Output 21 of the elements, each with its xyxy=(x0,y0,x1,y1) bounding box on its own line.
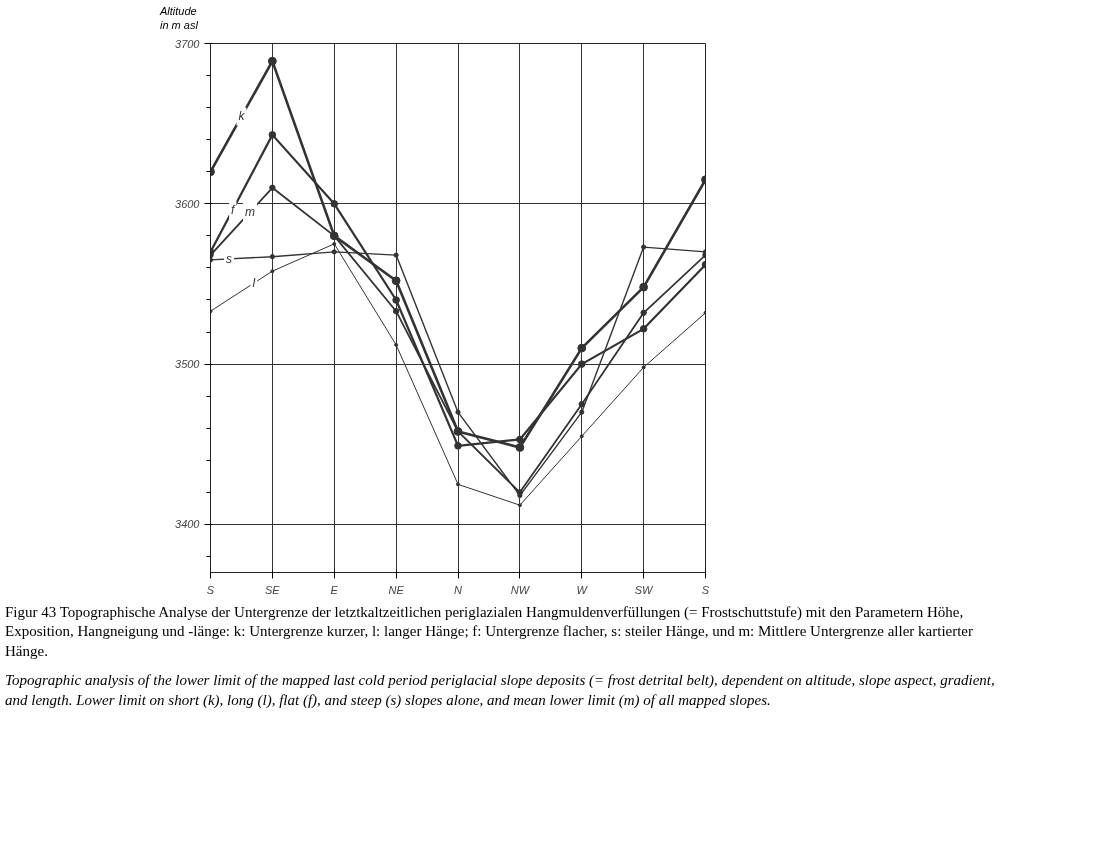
series-label: l xyxy=(252,275,256,290)
x-tick-label: SE xyxy=(265,583,281,595)
x-tick-label: N xyxy=(454,583,463,595)
text: Topographic analysis of the lower limit of the mapped last cold period periglacial slope deposits (= frost detrital belt), dependent on altitude, slope aspect, gradient, and length. Lower limit on short (k), long (l), flat (f), and steep (s) slopes alone, and mean lower limit (m) of all mapped slopes. xyxy=(5,671,996,710)
y-tick-label: 3500 xyxy=(175,357,201,370)
y-tick-label: 3700 xyxy=(175,37,201,49)
x-tick-label: NW xyxy=(510,583,531,595)
series-label: f xyxy=(231,202,237,217)
x-tick-label: S xyxy=(701,583,710,595)
x-tick-label: W xyxy=(576,583,589,595)
series-label: k xyxy=(238,108,246,123)
y-tick-label: 3600 xyxy=(175,197,201,210)
x-tick-label: SW xyxy=(634,583,655,595)
x-tick-label: S xyxy=(206,583,215,595)
y-tick-label: 3400 xyxy=(175,517,201,530)
y-axis-title: Altitude in m asl xyxy=(160,5,198,33)
series-label: s xyxy=(226,251,233,266)
text: Figur 43 Topographische Analyse der Untergrenze der letztkaltzeitlichen periglazialen Hangmuldenverfüllungen (= Frostschuttstufe) mit den Parametern Höhe, Exposition, Hangneigung und -länge: k: Untergrenze kurzer, l: langer Hänge; f: Untergrenze flacher, s: steiler Hänge, und m: Mittlere Untergrenze aller kartierter Hänge. xyxy=(5,602,975,661)
x-tick-label: E xyxy=(330,583,339,595)
x-tick-label: NE xyxy=(388,583,405,595)
series-label: m xyxy=(245,204,256,219)
